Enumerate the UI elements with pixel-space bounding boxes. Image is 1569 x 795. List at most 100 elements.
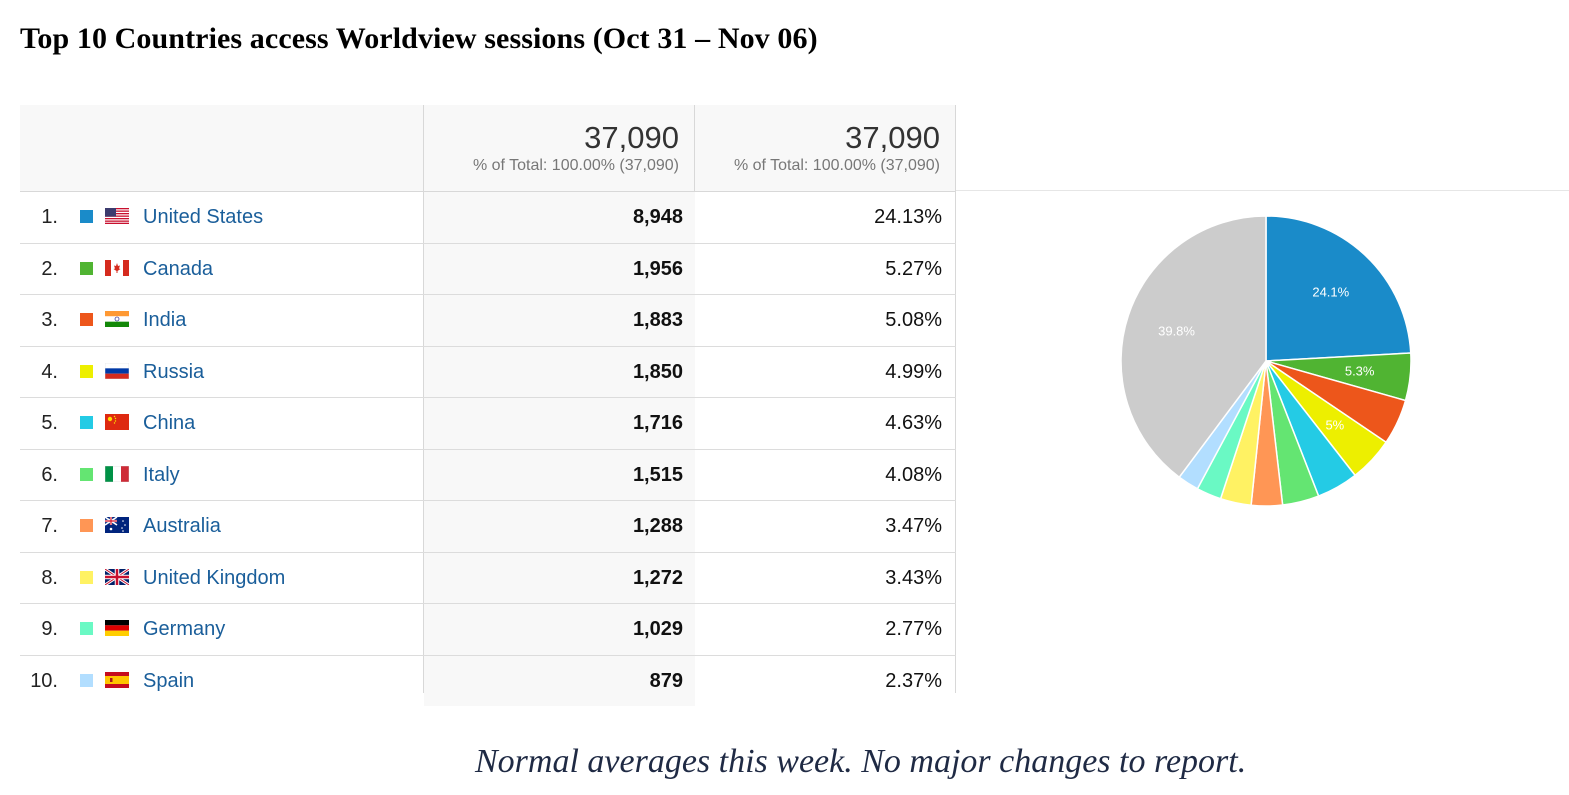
sessions-total: 37,090 bbox=[584, 120, 679, 155]
country-link[interactable]: Australia bbox=[143, 515, 221, 537]
sessions-value: 1,515 bbox=[632, 463, 683, 486]
country-link[interactable]: Germany bbox=[143, 618, 226, 640]
country-link[interactable]: United States bbox=[143, 206, 264, 228]
legend-swatch bbox=[80, 364, 93, 378]
sessions-cell: 1,272 bbox=[424, 552, 695, 603]
percent-value: 3.47% bbox=[885, 515, 942, 537]
india-flag-icon bbox=[105, 311, 129, 327]
row-rank: 3. bbox=[41, 309, 58, 331]
legend-swatch bbox=[80, 261, 93, 275]
table-row: 2. Canada 1,956 5.27% bbox=[20, 243, 956, 295]
table-row: 5. China 1,716 4.63% bbox=[20, 398, 956, 450]
sessions-subtitle: % of Total: 100.00% (37,090) bbox=[472, 157, 679, 174]
legend-swatch bbox=[80, 622, 93, 635]
italy-flag-icon bbox=[104, 465, 130, 482]
sessions-header: 37,090 % of Total: 100.00% (37,090) bbox=[424, 105, 695, 191]
pie-slice-label: 39.8% bbox=[1158, 323, 1195, 338]
uk-flag-icon bbox=[104, 567, 130, 586]
percent-value: 4.63% bbox=[885, 412, 942, 434]
country-table: 1. United States 8,948 24.13% 2. Canada 1,956 5… bbox=[20, 192, 956, 706]
sessions-value: 8,948 bbox=[632, 206, 683, 228]
table-row: 8. United Kingdom 1,272 3.43% bbox=[20, 552, 956, 604]
country-link[interactable]: Canada bbox=[143, 257, 214, 280]
table-row: 1. United States 8,948 24.13% bbox=[20, 192, 956, 244]
percent-value: 5.08% bbox=[885, 309, 942, 331]
sessions-cell: 1,029 bbox=[424, 604, 695, 655]
sessions-cell: 8,948 bbox=[424, 192, 695, 243]
sessions-cell: 1,716 bbox=[424, 398, 695, 449]
legend-swatch bbox=[80, 416, 93, 429]
table-row: 9. Germany 1,029 2.77% bbox=[20, 604, 956, 656]
pie-slice-label: 24.1% bbox=[1312, 285, 1349, 300]
row-rank: 2. bbox=[41, 257, 58, 280]
pie-slice bbox=[1120, 215, 1267, 479]
sessions-value: 1,956 bbox=[632, 257, 683, 280]
pct-subtitle: % of Total: 100.00% (37,090) bbox=[733, 157, 940, 174]
us-flag-icon bbox=[105, 208, 129, 224]
row-rank: 1. bbox=[41, 206, 58, 228]
sessions-value: 879 bbox=[649, 669, 683, 692]
row-rank: 4. bbox=[41, 360, 58, 383]
table-row: 6. Italy 1,515 4.08% bbox=[20, 449, 956, 501]
sessions-value: 1,029 bbox=[632, 618, 683, 640]
page-title: Top 10 Countries access Worldview sessio… bbox=[20, 22, 818, 55]
russia-flag-icon bbox=[104, 362, 130, 379]
sessions-value: 1,883 bbox=[632, 309, 683, 331]
canada-flag-icon bbox=[105, 259, 129, 276]
country-link[interactable]: Spain bbox=[143, 669, 195, 692]
legend-swatch bbox=[80, 313, 93, 326]
pie-chart: 24.1% 5.3% 5% 39.8% bbox=[1110, 205, 1422, 517]
percent-value: 4.08% bbox=[885, 463, 942, 486]
spain-flag-icon bbox=[105, 671, 129, 688]
sessions-value: 1,716 bbox=[632, 412, 683, 434]
row-rank: 5. bbox=[41, 412, 58, 434]
sessions-cell: 1,883 bbox=[424, 295, 695, 346]
row-rank: 9. bbox=[41, 618, 58, 640]
germany-flag-icon bbox=[105, 620, 129, 636]
percent-value: 5.27% bbox=[885, 257, 942, 280]
pct-total: 37,090 bbox=[845, 120, 940, 155]
row-rank: 8. bbox=[41, 566, 58, 589]
legend-swatch bbox=[80, 519, 93, 532]
sessions-value: 1,272 bbox=[632, 566, 683, 589]
percent-value: 2.37% bbox=[885, 669, 942, 692]
sessions-cell: 1,515 bbox=[424, 449, 695, 500]
table-row: 3. India 1,883 5.08% bbox=[20, 295, 956, 347]
column-divider bbox=[423, 105, 424, 693]
pie-slice-label: 5% bbox=[1325, 417, 1344, 432]
country-link[interactable]: United Kingdom bbox=[143, 566, 286, 589]
legend-swatch bbox=[80, 673, 93, 687]
percent-value: 4.99% bbox=[885, 360, 942, 383]
column-divider bbox=[955, 105, 956, 693]
australia-flag-icon bbox=[104, 516, 129, 533]
sessions-cell: 1,956 bbox=[424, 243, 695, 294]
legend-swatch bbox=[80, 210, 93, 223]
pct-header: 37,090 % of Total: 100.00% (37,090) bbox=[695, 105, 956, 191]
percent-value: 3.43% bbox=[885, 566, 942, 589]
country-link[interactable]: Italy bbox=[143, 463, 180, 486]
pie-slice bbox=[1265, 215, 1412, 362]
percent-value: 2.77% bbox=[885, 618, 942, 640]
country-link[interactable]: Russia bbox=[143, 360, 205, 383]
table-header: 37,090 % of Total: 100.00% (37,090) 37,0… bbox=[20, 105, 956, 192]
row-rank: 10. bbox=[30, 669, 58, 692]
pie-slice-label: 5.3% bbox=[1345, 363, 1375, 378]
sessions-cell: 1,850 bbox=[424, 346, 695, 397]
sessions-cell: 879 bbox=[424, 655, 695, 706]
row-rank: 7. bbox=[41, 515, 58, 537]
country-link[interactable]: India bbox=[143, 309, 187, 331]
sessions-cell: 1,288 bbox=[424, 501, 695, 552]
legend-swatch bbox=[80, 467, 93, 481]
sessions-value: 1,850 bbox=[632, 360, 683, 383]
table-row: 10. Spain 879 2.37% bbox=[20, 655, 956, 706]
table-row: 7. Australia 1,288 3.47% bbox=[20, 501, 956, 553]
sessions-value: 1,288 bbox=[632, 515, 683, 537]
table-row: 4. Russia 1,850 4.99% bbox=[20, 346, 956, 398]
row-rank: 6. bbox=[41, 463, 58, 486]
footer-note: Normal averages this week. No major chan… bbox=[475, 743, 1247, 780]
china-flag-icon bbox=[105, 414, 129, 430]
country-link[interactable]: China bbox=[143, 412, 196, 434]
legend-swatch bbox=[80, 570, 93, 584]
percent-value: 24.13% bbox=[874, 206, 942, 228]
header-divider bbox=[956, 190, 1569, 191]
